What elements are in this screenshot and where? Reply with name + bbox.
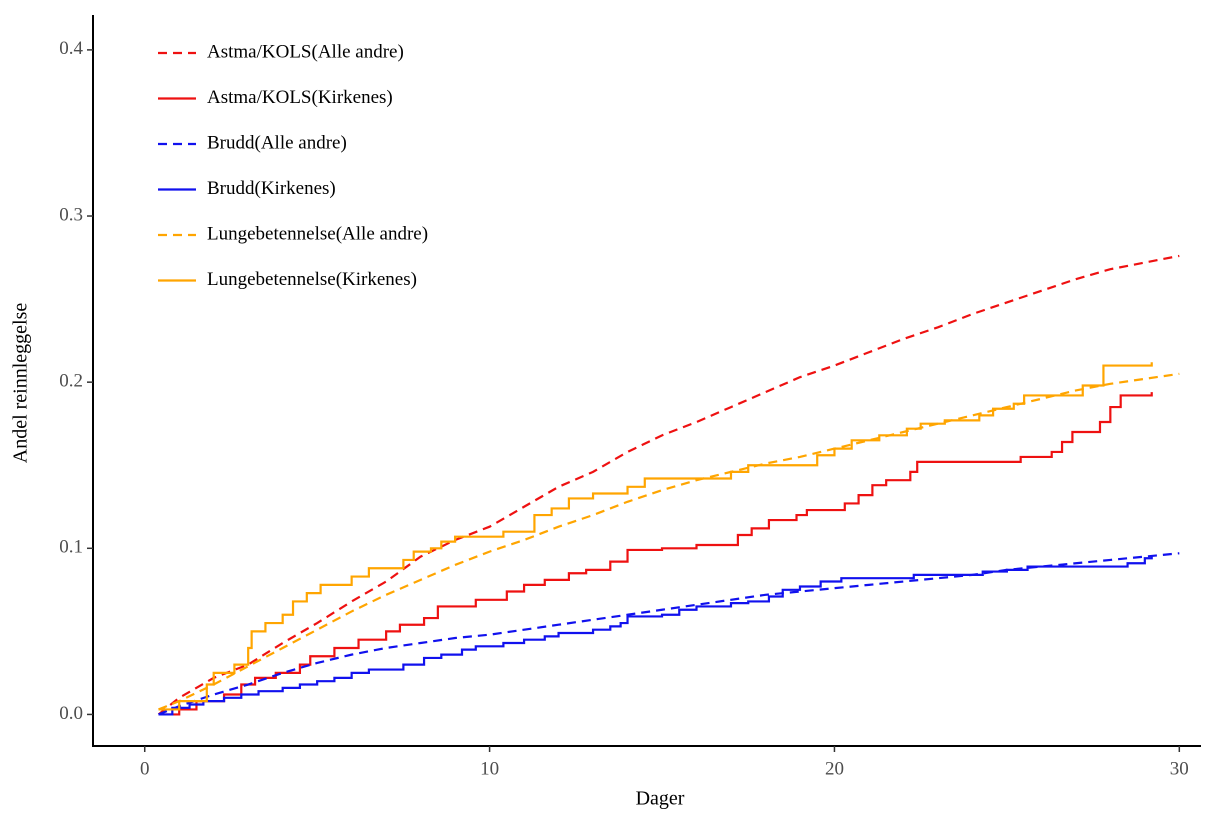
line-series [158,392,1153,716]
legend-label: Astma/KOLS(Alle andre) [207,41,404,62]
line-series [158,372,1180,711]
legend-label: Brudd(Kirkenes) [207,178,336,199]
legend-label: Lungebetennelse(Alle andre) [207,223,428,244]
line-series [157,254,1180,716]
y-tick-label: 0.4 [59,38,83,59]
x-tick-label: 20 [825,758,844,779]
line-series [158,362,1153,711]
y-tick-label: 0.3 [59,204,83,225]
x-axis-title: Dager [636,788,685,810]
y-tick-label: 0.0 [59,703,83,724]
x-tick-label: 0 [140,758,150,779]
y-tick-label: 0.2 [59,371,83,392]
x-tick-label: 30 [1170,758,1189,779]
legend-label: Astma/KOLS(Kirkenes) [207,87,393,108]
line-series [158,556,1153,716]
legend-label: Lungebetennelse(Kirkenes) [207,269,417,290]
y-axis-title: Andel reinnleggelse [10,303,32,464]
y-tick-label: 0.1 [59,537,83,558]
x-tick-label: 10 [480,758,499,779]
legend-label: Brudd(Alle andre) [207,132,347,153]
